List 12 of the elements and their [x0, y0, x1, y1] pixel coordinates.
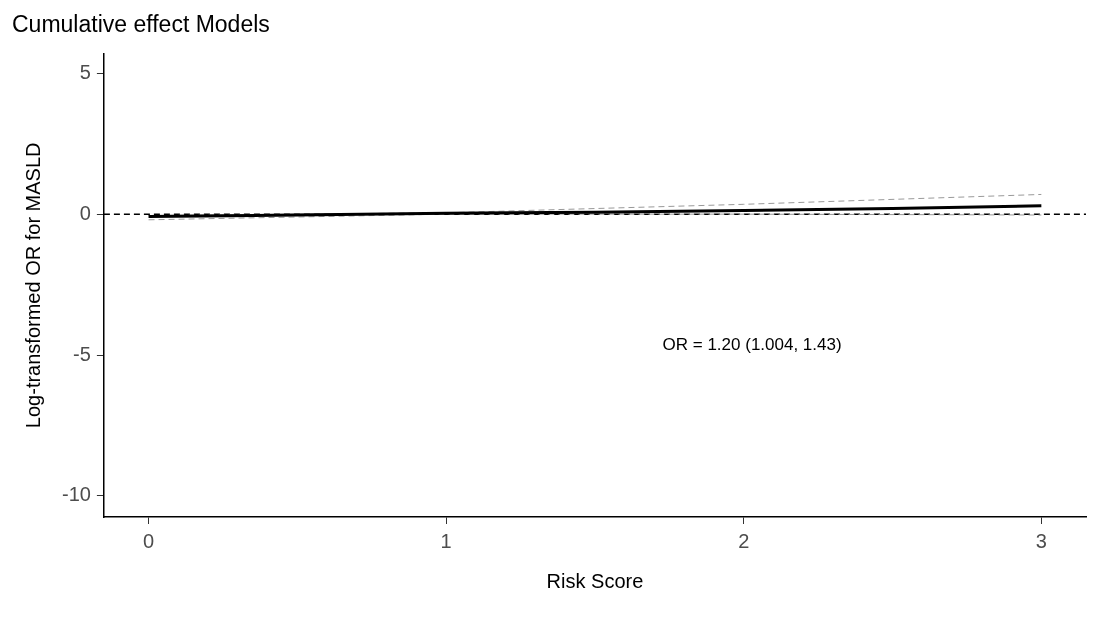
y-tick-label: 5	[79, 60, 91, 83]
x-axis-title: Risk Score	[546, 569, 644, 592]
y-tick-label: 0	[79, 201, 91, 224]
y-tick-label: -10	[62, 483, 91, 506]
x-tick-label: 1	[440, 529, 452, 552]
x-tick-label: 0	[142, 529, 155, 552]
y-axis-title: Log-transformed OR for MASLD	[21, 142, 44, 429]
y-tick-label: -5	[73, 342, 91, 365]
x-tick-label: 3	[1035, 529, 1047, 552]
chart-title: Cumulative effect Models	[12, 11, 270, 38]
annotation: OR = 1.20 (1.004, 1.43)	[662, 335, 842, 355]
x-tick-label: 2	[738, 529, 750, 552]
